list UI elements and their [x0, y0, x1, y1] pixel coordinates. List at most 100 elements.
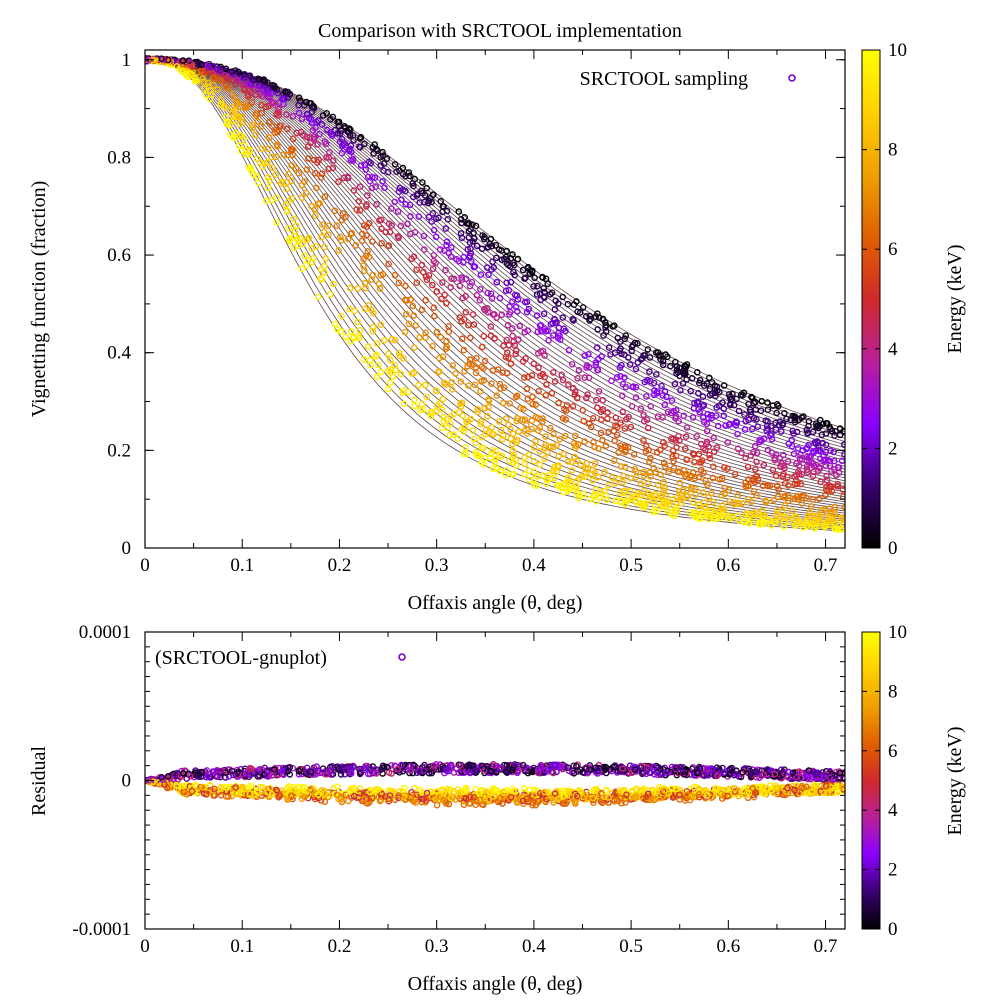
residual-point	[179, 782, 187, 790]
data-point	[540, 284, 548, 292]
data-point	[530, 444, 538, 451]
data-point	[751, 478, 759, 486]
data-point	[612, 479, 619, 487]
data-point	[412, 322, 420, 329]
data-point	[638, 491, 645, 499]
data-point	[377, 216, 385, 224]
residual-point	[173, 772, 181, 779]
residual-point	[530, 791, 538, 799]
data-point	[753, 458, 760, 466]
bottom-x-tick-label: 0.6	[716, 936, 740, 957]
data-point	[667, 362, 674, 370]
data-point	[356, 326, 364, 334]
residual-point	[677, 790, 685, 797]
data-point	[572, 444, 579, 452]
residual-point	[398, 761, 405, 769]
residual-point	[395, 788, 403, 796]
data-point	[599, 396, 607, 404]
residual-point	[603, 786, 610, 794]
data-point	[492, 241, 500, 249]
data-point	[311, 169, 319, 177]
data-point	[706, 454, 714, 462]
data-point	[621, 447, 629, 454]
top-x-tick-label: 0.5	[619, 555, 643, 576]
bottom-colorbar-tick-label: 0	[888, 919, 898, 940]
data-point	[658, 382, 665, 390]
data-point	[222, 81, 230, 88]
data-point	[803, 515, 811, 523]
bottom-legend-marker	[398, 653, 406, 661]
residual-point	[333, 791, 341, 799]
data-point	[415, 213, 423, 220]
data-point	[533, 482, 541, 490]
residual-point	[307, 768, 315, 776]
data-point	[478, 363, 486, 371]
data-point	[272, 171, 280, 178]
data-point	[670, 457, 677, 465]
data-point	[422, 296, 430, 304]
data-point	[428, 218, 436, 225]
data-point	[545, 336, 553, 344]
data-point	[747, 408, 755, 416]
data-point	[530, 360, 538, 368]
data-point	[594, 326, 602, 333]
data-point	[264, 174, 272, 181]
residual-point	[350, 792, 358, 800]
data-point	[222, 65, 230, 73]
data-point	[793, 428, 801, 436]
data-point	[486, 454, 494, 462]
data-point	[692, 485, 699, 493]
data-point	[468, 278, 476, 286]
data-point	[701, 503, 709, 511]
residual-point	[346, 788, 353, 796]
data-point	[588, 471, 595, 479]
residual-point	[321, 798, 329, 806]
data-point	[713, 505, 720, 512]
data-point	[507, 360, 515, 367]
data-point	[459, 412, 467, 420]
residual-point	[242, 770, 250, 777]
data-point	[385, 242, 393, 249]
residual-point	[572, 798, 579, 806]
residual-point	[657, 766, 664, 773]
residual-point	[486, 789, 494, 797]
residual-point	[496, 764, 504, 772]
data-point	[443, 238, 451, 245]
data-point	[535, 387, 542, 395]
data-point	[766, 482, 774, 490]
data-point	[282, 201, 289, 209]
data-point	[406, 172, 413, 180]
model-line	[145, 59, 845, 524]
data-point	[234, 113, 241, 121]
residual-point	[601, 766, 609, 774]
data-point	[317, 174, 325, 181]
data-point	[444, 215, 452, 223]
data-point	[347, 328, 355, 335]
residual-point	[509, 766, 516, 774]
data-point	[458, 276, 466, 283]
data-point	[682, 445, 689, 452]
data-point	[664, 507, 672, 515]
top-colorbar-tick-label: 6	[888, 239, 898, 260]
data-point	[532, 438, 539, 445]
data-point	[302, 261, 310, 269]
data-point	[429, 342, 436, 350]
data-point	[539, 415, 547, 422]
bottom-colorbar	[861, 631, 881, 930]
data-point	[694, 368, 701, 376]
data-point	[303, 111, 311, 118]
data-point	[329, 157, 337, 164]
data-point	[828, 427, 836, 435]
bottom-x-axis-title: Offaxis angle (θ, deg)	[408, 973, 583, 995]
data-point	[714, 422, 722, 430]
top-x-tick-label: 0.7	[814, 555, 838, 576]
data-point	[544, 449, 551, 456]
data-point	[233, 98, 241, 105]
data-point	[542, 433, 549, 440]
data-point	[549, 332, 557, 339]
residual-point	[529, 768, 536, 776]
residual-point	[753, 768, 760, 776]
residual-point	[344, 797, 352, 805]
data-point	[469, 311, 477, 318]
residual-point	[663, 769, 670, 776]
